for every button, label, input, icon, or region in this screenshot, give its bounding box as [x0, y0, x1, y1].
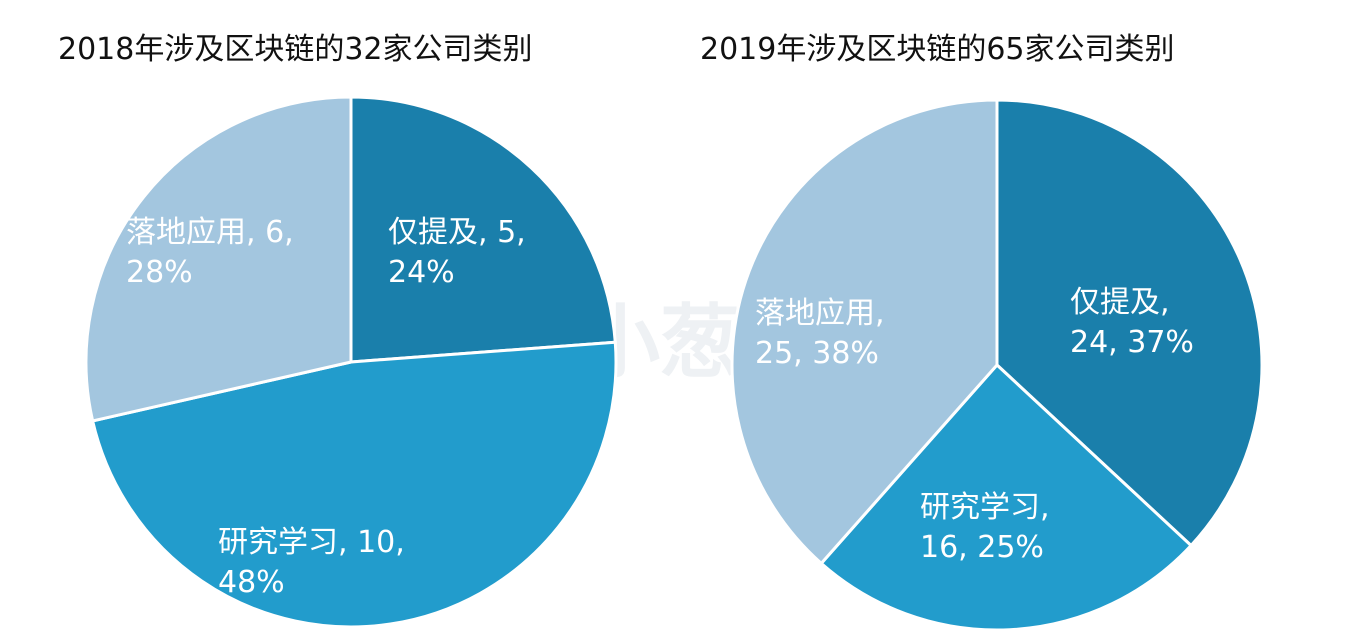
slice-label-line: 16, 25%	[920, 530, 1044, 565]
pie-slice-deployed-application	[730, 98, 999, 566]
pie-slice-research-study	[819, 362, 1194, 632]
slice-label-line: 28%	[126, 255, 193, 290]
slice-label-mentioned-only: 仅提及, 24, 37%	[1070, 285, 1194, 360]
pie-slice-mentioned-only	[349, 95, 617, 364]
slice-label-deployed-application: 落地应用, 6, 28%	[126, 215, 294, 290]
slice-label-line: 48%	[218, 565, 285, 600]
slice-label-line: 仅提及, 5,	[388, 215, 526, 250]
pie-slice-deployed-application	[84, 95, 353, 423]
chart-title-2018: 2018年涉及区块链的32家公司类别	[58, 32, 533, 67]
slice-label-line: 仅提及,	[1070, 285, 1170, 320]
slice-label-mentioned-only: 仅提及, 5, 24%	[388, 215, 526, 290]
slice-label-research-study: 研究学习, 16, 25%	[920, 490, 1050, 565]
pie-slice-mentioned-only	[995, 98, 1264, 548]
slice-label-line: 研究学习,	[920, 490, 1050, 525]
slice-label-line: 落地应用,	[755, 296, 885, 331]
slice-label-research-study: 研究学习, 10, 48%	[218, 525, 405, 600]
slice-label-line: 25, 38%	[755, 336, 879, 371]
chart-title-2019: 2019年涉及区块链的65家公司类别	[700, 32, 1175, 67]
slice-label-line: 研究学习, 10,	[218, 525, 405, 560]
slice-label-line: 落地应用, 6,	[126, 215, 294, 250]
slice-label-line: 24%	[388, 255, 455, 290]
slice-label-deployed-application: 落地应用, 25, 38%	[755, 296, 885, 371]
slice-label-line: 24, 37%	[1070, 325, 1194, 360]
pie-slice-research-study	[90, 340, 618, 629]
